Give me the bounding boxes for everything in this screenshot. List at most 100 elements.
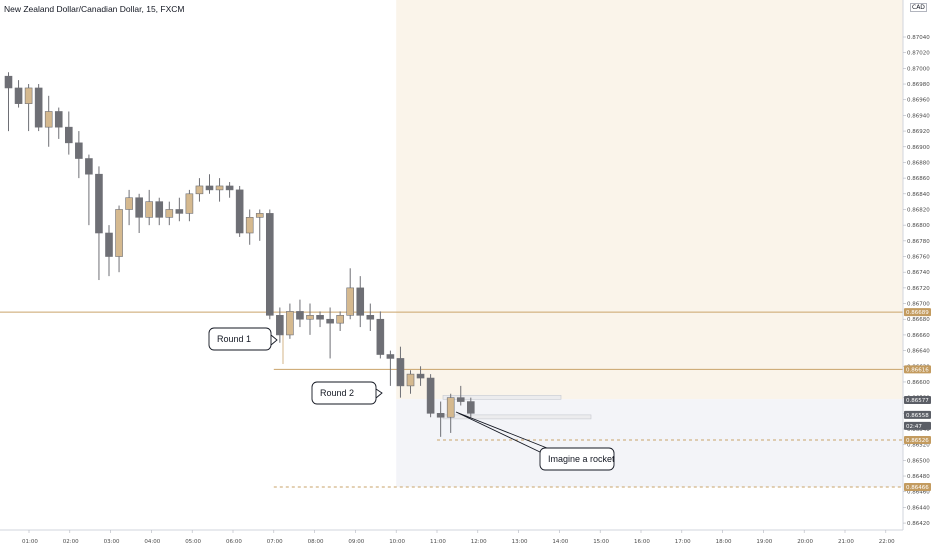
- x-tick-label: 16:00: [634, 539, 650, 545]
- callout-pointer: [455, 411, 548, 453]
- candle-bull[interactable]: [195, 185, 204, 195]
- candle-bull[interactable]: [306, 315, 314, 320]
- candle-bear[interactable]: [155, 201, 164, 218]
- candle-bull[interactable]: [165, 209, 174, 218]
- x-tick-label: 19:00: [756, 539, 772, 545]
- candle-bear[interactable]: [175, 209, 184, 214]
- candle-bear[interactable]: [356, 287, 365, 316]
- candle-bear[interactable]: [235, 189, 244, 234]
- candle-bear[interactable]: [386, 354, 395, 359]
- x-tick-label: 09:00: [348, 539, 364, 545]
- candle-bear[interactable]: [95, 173, 103, 234]
- x-tick-label: 20:00: [797, 539, 813, 545]
- candle-bear[interactable]: [276, 315, 284, 336]
- price-badge[interactable]: [904, 395, 931, 404]
- y-tick-label: 0.86920: [907, 129, 930, 135]
- candle-bull[interactable]: [185, 193, 194, 214]
- y-tick-label: 0.86880: [907, 160, 930, 166]
- callout-box[interactable]: [539, 447, 615, 471]
- candle-bear[interactable]: [4, 75, 13, 89]
- candle-bull[interactable]: [286, 311, 294, 336]
- currency-label[interactable]: CAD: [910, 3, 927, 12]
- x-tick-label: 01:00: [22, 539, 38, 545]
- price-badge[interactable]: [904, 483, 931, 492]
- price-badge-label: 02:47: [906, 424, 922, 430]
- candle-bear[interactable]: [265, 213, 274, 316]
- x-tick-label: 03:00: [104, 539, 120, 545]
- y-tick-label: 0.86760: [907, 255, 930, 261]
- x-tick-label: 22:00: [879, 539, 895, 545]
- candle-bear[interactable]: [416, 373, 425, 379]
- y-tick-label: 0.86800: [907, 223, 930, 229]
- callout-box[interactable]: [311, 381, 377, 405]
- candle-bear[interactable]: [296, 311, 304, 320]
- candle-bear[interactable]: [105, 232, 113, 257]
- candle-bull[interactable]: [446, 397, 455, 418]
- y-tick-label: 0.86600: [907, 380, 930, 386]
- candle-bull[interactable]: [115, 209, 123, 257]
- candle-bear[interactable]: [34, 87, 43, 128]
- y-tick-label: 0.86860: [907, 176, 930, 182]
- y-tick-label: 0.86740: [907, 270, 930, 276]
- y-tick-label: 0.86900: [907, 145, 930, 151]
- candle-bear[interactable]: [466, 401, 475, 414]
- x-tick-label: 10:00: [389, 539, 405, 545]
- candle-bear[interactable]: [85, 158, 93, 175]
- x-tick-label: 04:00: [144, 539, 160, 545]
- range-box: [442, 394, 562, 400]
- y-tick-label: 0.86660: [907, 333, 930, 339]
- candle-bear[interactable]: [54, 111, 63, 128]
- time-axis[interactable]: [0, 530, 932, 550]
- candle-bear[interactable]: [316, 315, 324, 320]
- candle-bull[interactable]: [145, 201, 153, 218]
- y-tick-label: 0.86780: [907, 239, 930, 245]
- candle-bear[interactable]: [75, 142, 83, 159]
- candle-bull[interactable]: [245, 217, 254, 234]
- price-axis[interactable]: [903, 0, 932, 530]
- y-tick-label: 0.86720: [907, 286, 930, 292]
- candle-bull[interactable]: [215, 185, 224, 191]
- candle-bull[interactable]: [125, 197, 133, 210]
- price-badge[interactable]: [904, 308, 931, 317]
- candle-bear[interactable]: [456, 397, 465, 402]
- x-tick-label: 14:00: [552, 539, 568, 545]
- candle-bull[interactable]: [24, 87, 33, 104]
- y-tick-label: 0.86680: [907, 317, 930, 323]
- candle-bear[interactable]: [396, 358, 405, 387]
- x-tick-label: 12:00: [471, 539, 487, 545]
- shaded-zone-lower: [396, 399, 903, 488]
- candle-bear[interactable]: [14, 87, 23, 104]
- candle-bear[interactable]: [366, 315, 375, 320]
- price-badge[interactable]: [904, 421, 931, 430]
- price-badge[interactable]: [904, 365, 931, 374]
- y-tick-label: 0.86820: [907, 207, 930, 213]
- y-tick-label: 0.86980: [907, 82, 930, 88]
- callout-box[interactable]: [208, 327, 272, 351]
- price-badge[interactable]: [904, 435, 931, 444]
- candle-bear[interactable]: [225, 185, 234, 191]
- candle-bear[interactable]: [326, 318, 334, 324]
- candle-bear[interactable]: [205, 185, 214, 191]
- y-tick-label: 0.86640: [907, 349, 930, 355]
- price-badge[interactable]: [904, 410, 931, 419]
- x-tick-label: 11:00: [430, 539, 446, 545]
- y-tick-label: 0.86460: [907, 490, 930, 496]
- x-tick-label: 13:00: [512, 539, 528, 545]
- shaded-zone-upper: [396, 0, 903, 400]
- callout-pointer: [270, 334, 278, 346]
- candle-bull[interactable]: [255, 213, 264, 218]
- candle-bull[interactable]: [44, 111, 53, 128]
- candle-bear[interactable]: [376, 318, 385, 355]
- candle-bear[interactable]: [436, 413, 445, 418]
- x-tick-label: 21:00: [838, 539, 854, 545]
- candle-bull[interactable]: [336, 315, 344, 324]
- candle-bear[interactable]: [65, 126, 73, 144]
- y-tick-label: 0.86840: [907, 192, 930, 198]
- candle-bull[interactable]: [346, 287, 355, 316]
- candle-bear[interactable]: [426, 377, 435, 414]
- x-tick-label: 15:00: [593, 539, 609, 545]
- candle-bull[interactable]: [406, 373, 415, 387]
- candle-bear[interactable]: [135, 197, 143, 218]
